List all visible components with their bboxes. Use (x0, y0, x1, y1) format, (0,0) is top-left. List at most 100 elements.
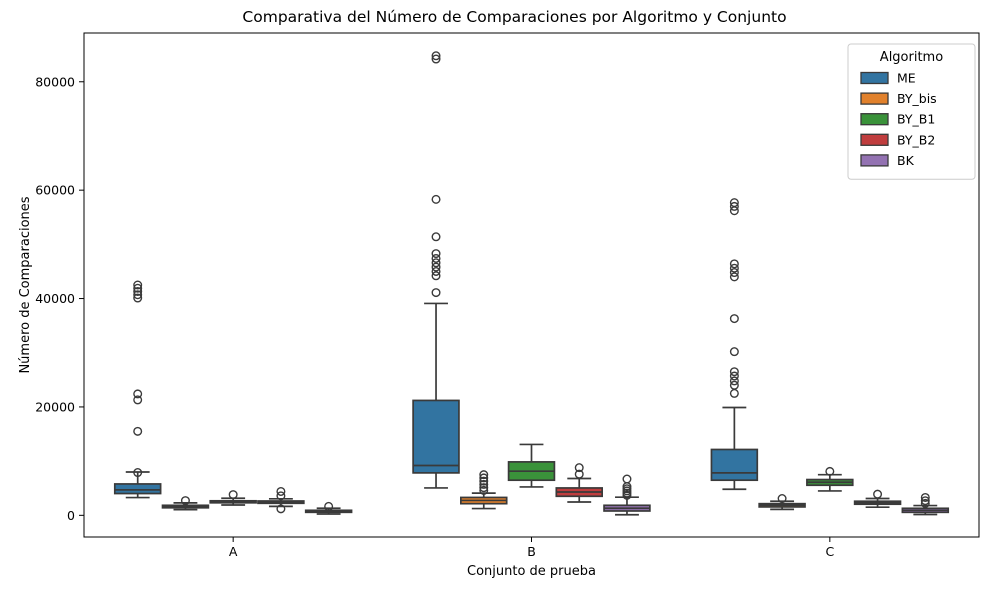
series-ME (113, 51, 759, 499)
outlier-point (479, 479, 489, 489)
y-tick-label: 0 (67, 508, 75, 523)
outlier-point (228, 490, 238, 500)
box-BY_bis-A (161, 496, 210, 511)
box-BK-C (901, 492, 950, 516)
x-axis-label: Conjunto de prueba (467, 564, 596, 579)
legend: Algoritmo ME BY_bis BY_B1 BY_B2 BK (847, 43, 976, 180)
legend-label-BY_bis: BY_bis (897, 91, 937, 106)
outlier-point (729, 388, 739, 398)
outlier-point (431, 258, 441, 268)
y-tick-label: 40000 (35, 291, 75, 306)
chart-title: Comparativa del Número de Comparaciones … (242, 8, 786, 26)
series-BY_B2 (257, 463, 902, 514)
box-BY_B2-A (257, 486, 305, 514)
outlier-point (431, 271, 441, 281)
box-BY_B1-C (806, 466, 854, 492)
series-BY_B1 (209, 443, 854, 506)
legend-label-BK: BK (897, 153, 915, 168)
outlier-point (574, 469, 584, 479)
box-rect (113, 483, 162, 495)
outlier-point (133, 290, 143, 300)
outlier-point (729, 272, 739, 282)
outlier-point (622, 474, 632, 484)
outlier-point (133, 468, 143, 478)
box-rect (710, 448, 759, 482)
outlier-point (431, 194, 441, 204)
outlier-point (431, 54, 441, 64)
outlier-point (431, 288, 441, 298)
box-rect (412, 399, 460, 474)
outlier-point (479, 470, 489, 480)
outlier-point (729, 367, 739, 377)
outlier-point (431, 249, 441, 259)
outlier-point (276, 504, 286, 514)
box-ME-A (113, 280, 162, 499)
outlier-point (431, 266, 441, 276)
legend-swatch-BY_B1 (860, 113, 889, 126)
outlier-point (133, 283, 143, 293)
box-ME-C (710, 198, 759, 491)
legend-swatch-BY_B2 (860, 133, 889, 146)
y-tick-label: 20000 (35, 399, 75, 414)
outlier-point (825, 466, 835, 476)
outlier-point (729, 198, 739, 208)
outlier-point (180, 496, 190, 506)
outlier-point (729, 347, 739, 357)
y-tick-label: 80000 (35, 74, 75, 89)
x-axis: A B C (229, 537, 834, 559)
y-tick-label: 60000 (35, 183, 75, 198)
outlier-point (574, 463, 584, 473)
outlier-point (133, 395, 143, 405)
x-tick-label: C (825, 544, 834, 559)
outlier-point (920, 492, 930, 502)
outlier-point (133, 389, 143, 399)
outlier-point (276, 491, 286, 501)
y-axis: 0 20000 40000 60000 80000 (35, 74, 84, 523)
outlier-point (729, 314, 739, 324)
outlier-point (729, 263, 739, 273)
legend-label-ME: ME (897, 71, 916, 86)
outlier-point (133, 287, 143, 297)
outlier-point (873, 489, 883, 499)
outlier-point (729, 380, 739, 390)
box-BY_B2-B (555, 463, 603, 503)
outlier-point (920, 496, 930, 506)
outlier-point (729, 376, 739, 386)
outlier-point (276, 486, 286, 496)
outlier-point (479, 485, 489, 495)
outlier-point (729, 371, 739, 381)
series-BY_bis (161, 470, 806, 511)
outlier-point (324, 501, 334, 511)
box-BY_B2-C (853, 489, 902, 509)
outlier-point (431, 232, 441, 242)
outlier-point (729, 268, 739, 278)
y-axis-label: Número de Comparaciones (18, 196, 33, 373)
box-BK-B (603, 474, 651, 516)
box-BY_bis-B (460, 470, 508, 510)
outlier-point (133, 280, 143, 290)
box-BK-A (304, 501, 353, 515)
outlier-point (777, 494, 787, 504)
outlier-point (133, 293, 143, 303)
box-BY_B1-A (209, 490, 257, 506)
outlier-point (479, 476, 489, 486)
outlier-point (479, 473, 489, 483)
outlier-point (729, 259, 739, 269)
outlier-point (920, 498, 930, 508)
outlier-point (729, 201, 739, 211)
outlier-point (431, 253, 441, 263)
legend-swatch-BK (860, 154, 889, 167)
legend-label-BY_B2: BY_B2 (897, 132, 935, 147)
box-BY_B1-B (507, 443, 556, 488)
outlier-point (431, 51, 441, 61)
legend-swatch-BY_bis (860, 92, 889, 105)
series-BK (304, 474, 950, 516)
x-tick-label: B (527, 544, 536, 559)
x-tick-label: A (229, 544, 238, 559)
box-BY_bis-C (758, 494, 806, 511)
outlier-point (431, 262, 441, 272)
box-ME-B (412, 51, 460, 489)
outlier-point (479, 483, 489, 493)
